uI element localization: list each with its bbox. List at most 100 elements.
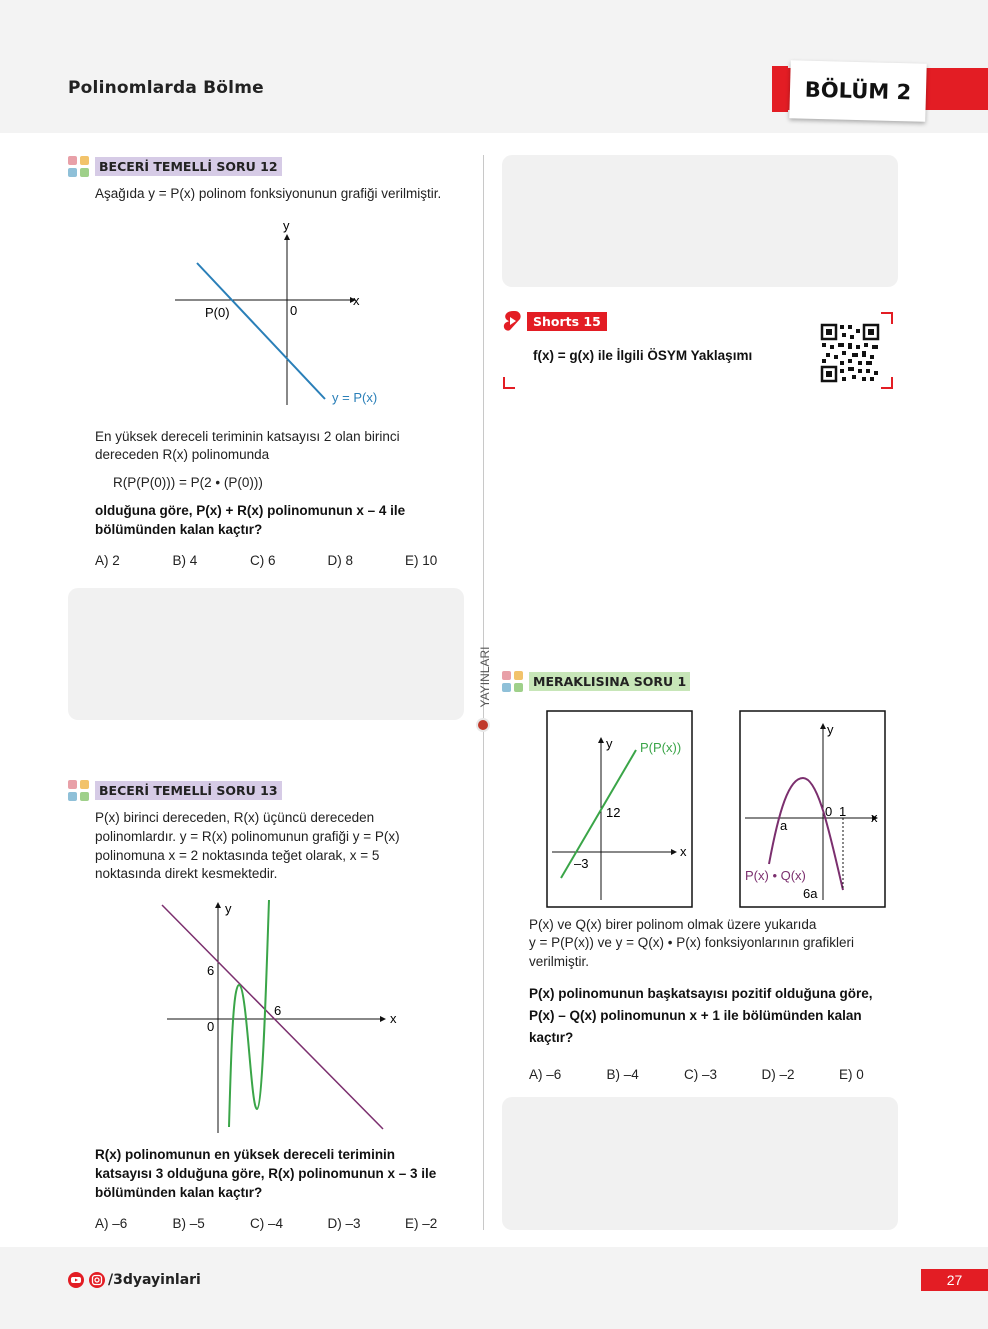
- q12-graph: y x P(0) 0 y = P(x): [175, 218, 377, 405]
- footer-band: [0, 1247, 988, 1329]
- q13-line4: noktasında direkt kesmektedir.: [95, 866, 278, 881]
- puzzle-grid-icon: [68, 156, 89, 177]
- choice-c[interactable]: C) –3: [684, 1067, 718, 1082]
- merak-bold3: kaçtır?: [529, 1030, 574, 1045]
- chapter-red-tick: [772, 66, 788, 112]
- g1-curve-label: P(P(x)): [640, 740, 681, 755]
- page-header-title: Polinomlarda Bölme: [68, 78, 264, 98]
- choice-a[interactable]: A) –6: [529, 1067, 562, 1082]
- q12-tag: BECERİ TEMELLİ SORU 12: [95, 157, 282, 176]
- g1-y-label: y: [606, 736, 613, 751]
- g1-x-label: x: [680, 844, 687, 859]
- g1-minus3: –3: [574, 856, 588, 871]
- q13-header: BECERİ TEMELLİ SORU 13: [68, 780, 282, 801]
- g2-a-label: a: [780, 818, 788, 833]
- choice-b[interactable]: B) –4: [606, 1067, 639, 1082]
- q13-x-label: x: [390, 1011, 397, 1026]
- q12-p0-label: P(0): [205, 305, 230, 320]
- q13-line1: P(x) birinci dereceden, R(x) üçüncü dere…: [95, 810, 375, 825]
- choice-a[interactable]: A) 2: [95, 553, 120, 568]
- merak-answer-area: [502, 1097, 898, 1230]
- merak-line3: verilmiştir.: [529, 954, 589, 969]
- q12-header: BECERİ TEMELLİ SORU 12: [68, 156, 282, 177]
- page-number: 27: [921, 1269, 988, 1291]
- q13-choices: A) –6 B) –5 C) –4 D) –3 E) –2: [95, 1216, 483, 1231]
- q12-bold1: olduğuna göre, P(x) + R(x) polinomunun x…: [95, 503, 406, 518]
- g2-curve-label: P(x) • Q(x): [745, 868, 806, 883]
- puzzle-grid-icon: [502, 671, 523, 692]
- q13-line3: polinomuna x = 2 noktasında teğet olarak…: [95, 848, 380, 863]
- q13-graph: y x 6 0 6: [161, 899, 397, 1133]
- publisher-vertical-label: YAYINLARI: [478, 646, 492, 708]
- q12-x-label: x: [353, 293, 360, 308]
- puzzle-grid-icon: [68, 780, 89, 801]
- qr-code-icon[interactable]: [820, 323, 880, 383]
- g1-line-ppx: [560, 749, 637, 879]
- merak-line2: y = P(P(x)) ve y = Q(x) • P(x) fonksiyon…: [529, 935, 855, 950]
- g2-curve-pq: [768, 776, 844, 891]
- merak-graph-1: y x P(P(x)) 12 –3: [546, 710, 693, 908]
- q13-line-p: [161, 904, 384, 1130]
- choice-d[interactable]: D) –3: [327, 1216, 361, 1231]
- merak-header: MERAKLISINA SORU 1: [502, 671, 691, 692]
- frame-corner-bl: [503, 377, 515, 389]
- q12-equation: R(P(P(0))) = P(2 • (P(0))): [113, 475, 263, 490]
- chapter-badge: BÖLÜM 2: [789, 60, 927, 122]
- merak-bold1: P(x) polinomunun başkatsayısı pozitif ol…: [529, 986, 873, 1001]
- publisher-logo-icon: [476, 718, 490, 732]
- column-divider: [483, 155, 484, 1230]
- q13-curve-r: [228, 899, 270, 1128]
- q13-y-label: y: [225, 901, 232, 916]
- frame-corner-br: [881, 377, 893, 389]
- g2-one-label: 1: [839, 804, 846, 819]
- q12-choices: A) 2 B) 4 C) 6 D) 8 E) 10: [95, 553, 483, 568]
- frame-corner-tr: [881, 312, 893, 324]
- q12-bold2: bölümünden kalan kaçtır?: [95, 522, 263, 537]
- q12-line1: En yüksek dereceli teriminin katsayısı 2…: [95, 429, 400, 444]
- merak-tag: MERAKLISINA SORU 1: [529, 672, 691, 691]
- q13-bold1: R(x) polinomunun en yüksek dereceli teri…: [95, 1147, 396, 1162]
- q12-line-p: [196, 262, 326, 400]
- q12-origin-label: 0: [290, 303, 297, 318]
- choice-e[interactable]: E) –2: [405, 1216, 438, 1231]
- top-right-answer-area: [502, 155, 898, 287]
- g2-y-label: y: [827, 722, 834, 737]
- q13-bold3: bölümünden kalan kaçtır?: [95, 1185, 263, 1200]
- q13-tag: BECERİ TEMELLİ SORU 13: [95, 781, 282, 800]
- shorts-tag: Shorts 15: [527, 311, 607, 331]
- q13-line2: polinomlardır. y = R(x) polinomunun graf…: [95, 829, 400, 844]
- g2-zero-label: 0: [825, 804, 832, 819]
- choice-a[interactable]: A) –6: [95, 1216, 128, 1231]
- g2-six-a-label: 6a: [803, 886, 818, 901]
- choice-e[interactable]: E) 10: [405, 553, 438, 568]
- q13-bold2: katsayısı 3 olduğuna göre, R(x) polinomu…: [95, 1166, 437, 1181]
- q12-curve-label: y = P(x): [332, 390, 377, 405]
- shorts-header: Shorts 15: [502, 310, 607, 332]
- youtube-icon[interactable]: [68, 1272, 86, 1288]
- choice-d[interactable]: D) 8: [327, 553, 354, 568]
- q12-intro: Aşağıda y = P(x) polinom fonksiyonunun g…: [95, 186, 442, 201]
- g2-x-label: x: [871, 810, 878, 825]
- merak-choices: A) –6 B) –4 C) –3 D) –2 E) 0: [529, 1067, 917, 1082]
- choice-c[interactable]: C) –4: [250, 1216, 284, 1231]
- choice-c[interactable]: C) 6: [250, 553, 276, 568]
- merak-graph-2: y x a 0 1 P(x) • Q(x) 6a: [739, 710, 886, 908]
- footer-social-handle[interactable]: /3dyayinlari: [108, 1272, 201, 1288]
- q12-line2: dereceden R(x) polinomunda: [95, 447, 270, 462]
- q13-six-x: 6: [274, 1003, 281, 1018]
- shorts-title[interactable]: f(x) = g(x) ile İlgili ÖSYM Yaklaşımı: [533, 348, 753, 363]
- instagram-icon[interactable]: [89, 1272, 107, 1288]
- q12-y-label: y: [283, 218, 290, 233]
- choice-b[interactable]: B) –5: [172, 1216, 205, 1231]
- q13-origin: 0: [207, 1019, 214, 1034]
- g1-twelve: 12: [606, 805, 620, 820]
- merak-bold2: P(x) – Q(x) polinomunun x + 1 ile bölümü…: [529, 1008, 862, 1023]
- chapter-label: BÖLÜM 2: [804, 77, 912, 105]
- choice-e[interactable]: E) 0: [839, 1067, 864, 1082]
- shorts-logo-icon: [503, 311, 521, 331]
- choice-d[interactable]: D) –2: [761, 1067, 795, 1082]
- merak-line1: P(x) ve Q(x) birer polinom olmak üzere y…: [529, 917, 817, 932]
- q13-six-y: 6: [207, 963, 214, 978]
- q12-answer-area: [68, 588, 464, 720]
- choice-b[interactable]: B) 4: [172, 553, 198, 568]
